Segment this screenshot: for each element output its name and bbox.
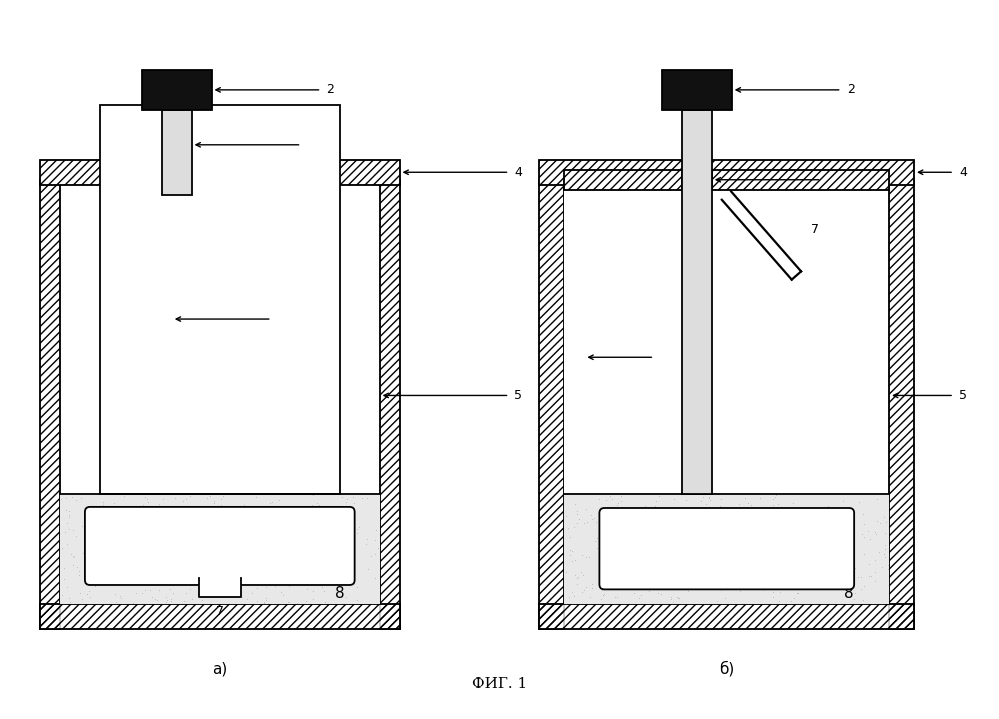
Bar [60, 495, 380, 604]
Bar [199, 580, 241, 597]
Bar [711, 170, 889, 190]
Bar [539, 604, 914, 629]
Bar [40, 180, 60, 629]
Text: 8: 8 [335, 586, 345, 600]
Bar [40, 160, 400, 185]
Bar [564, 170, 682, 190]
Bar [539, 180, 564, 629]
Bar [711, 170, 889, 190]
Bar [539, 604, 914, 629]
Bar [889, 180, 914, 629]
Bar [539, 180, 564, 629]
Bar [539, 160, 914, 185]
Bar [162, 110, 192, 195]
Bar [661, 70, 731, 110]
Text: 3: 3 [307, 138, 315, 151]
Text: 7: 7 [216, 605, 224, 618]
Text: ФИГ. 1: ФИГ. 1 [472, 677, 527, 691]
Bar [40, 180, 60, 629]
Bar [889, 180, 914, 629]
Text: 8: 8 [844, 586, 854, 600]
Text: б): б) [719, 661, 734, 677]
Text: 5: 5 [959, 389, 967, 402]
Bar [100, 105, 340, 495]
Text: 5: 5 [514, 389, 522, 402]
Text: 4: 4 [959, 166, 967, 179]
Bar [564, 495, 889, 604]
Bar [539, 160, 914, 185]
Text: 6: 6 [215, 539, 225, 554]
Text: а): а) [212, 661, 228, 677]
Bar [40, 604, 400, 629]
Bar [142, 70, 212, 110]
Bar [380, 180, 400, 629]
Text: 2: 2 [847, 83, 854, 96]
Bar [40, 160, 400, 185]
Text: 6: 6 [721, 541, 732, 557]
FancyBboxPatch shape [599, 508, 854, 590]
Bar [380, 180, 400, 629]
Bar [564, 190, 682, 495]
Text: 4: 4 [514, 166, 522, 179]
Text: 7: 7 [811, 223, 819, 236]
Text: 1: 1 [277, 313, 285, 326]
Text: 2: 2 [327, 83, 335, 96]
Bar [564, 170, 682, 190]
Text: 3: 3 [827, 173, 834, 186]
Text: 1: 1 [659, 351, 667, 364]
FancyBboxPatch shape [85, 507, 355, 585]
Bar [681, 110, 711, 495]
Bar [40, 604, 400, 629]
